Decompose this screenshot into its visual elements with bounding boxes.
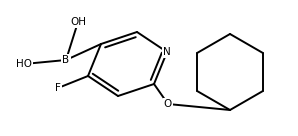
- Text: O: O: [164, 99, 172, 109]
- Text: N: N: [163, 47, 171, 57]
- Text: OH: OH: [70, 17, 86, 27]
- Text: B: B: [63, 55, 69, 65]
- Text: F: F: [55, 83, 61, 93]
- Text: HO: HO: [16, 59, 32, 69]
